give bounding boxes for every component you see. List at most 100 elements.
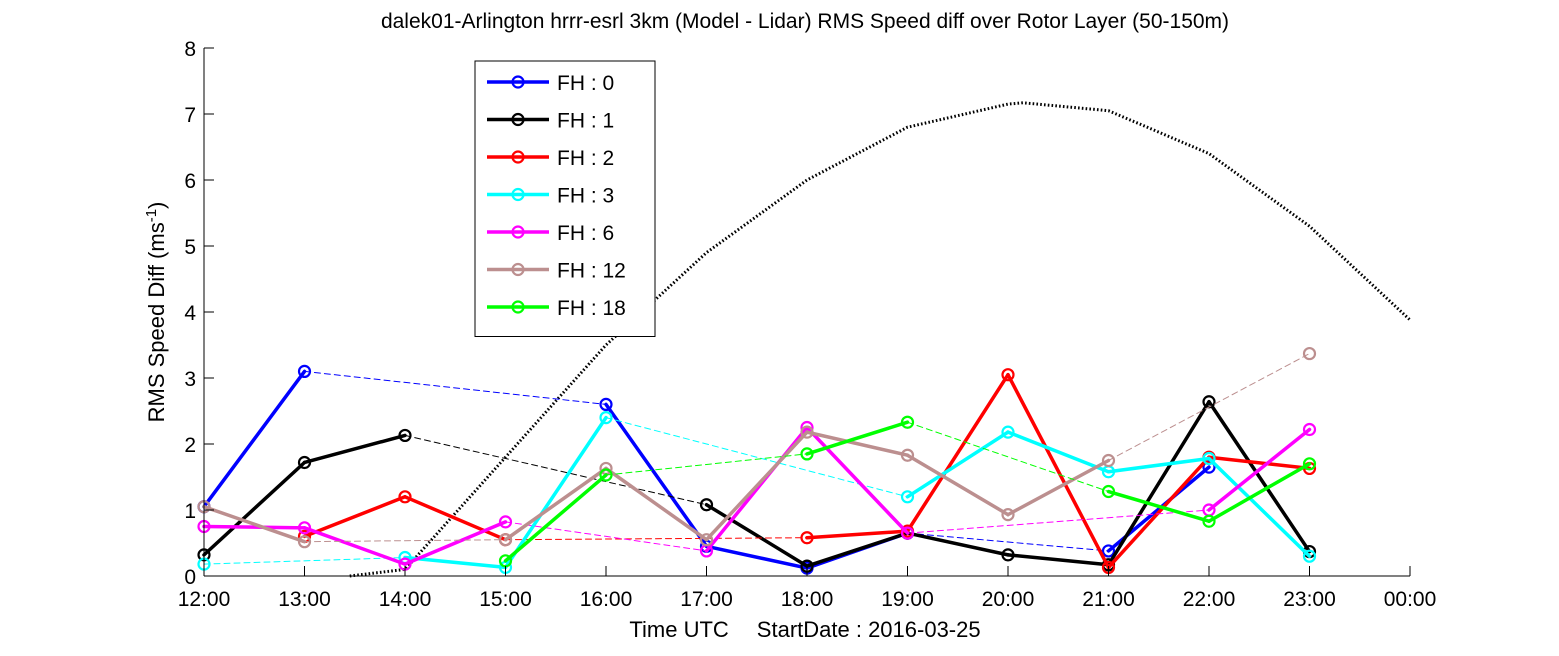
- data-point: [699, 533, 714, 547]
- series-fh-18: [498, 415, 1317, 568]
- series-fh-12: [197, 346, 1317, 549]
- series-segment: [202, 460, 307, 557]
- x-tick-label: 19:00: [881, 588, 934, 611]
- series-gap-connector: [304, 539, 506, 543]
- legend-label: FH : 12: [557, 260, 626, 283]
- data-point: [498, 533, 513, 547]
- series-segment: [202, 524, 307, 530]
- series-gap-connector: [605, 453, 808, 476]
- y-tick-label: 2: [184, 434, 196, 457]
- data-point: [1202, 514, 1216, 528]
- data-point: [1302, 422, 1317, 437]
- series-segment: [805, 420, 910, 456]
- series-segment: [905, 453, 1010, 517]
- legend-label: FH : 3: [557, 185, 614, 208]
- x-tick-label: 21:00: [1082, 588, 1135, 611]
- legend-item: FH : 6: [487, 222, 614, 245]
- data-point: [297, 364, 312, 378]
- series-segment: [1106, 455, 1211, 570]
- data-point: [297, 521, 312, 535]
- series-gap-connector: [404, 434, 707, 506]
- y-tick-label: 6: [184, 170, 196, 193]
- series-segment: [1006, 372, 1111, 570]
- chart-title: dalek01-Arlington hrrr-esrl 3km (Model -…: [381, 10, 1229, 33]
- legend: FH : 0 FH : 1 FH : 2 FH : 3 FH : 6 FH : 12 FH …: [474, 60, 656, 337]
- legend-label: FH : 0: [557, 72, 614, 95]
- series-segment: [302, 526, 407, 566]
- data-point: [900, 490, 915, 504]
- legend-swatch-marker: [511, 75, 525, 89]
- legend-swatch-marker: [511, 262, 525, 277]
- series-segment: [704, 430, 809, 542]
- legend-swatch-marker: [511, 300, 525, 314]
- x-tick-label: 16:00: [580, 588, 633, 611]
- legend-label: FH : 6: [557, 222, 614, 245]
- series-segment: [1006, 553, 1111, 567]
- series-fh-0: [197, 364, 1216, 575]
- data-point: [1202, 451, 1216, 466]
- series-fh-1: [197, 395, 1317, 573]
- series-gap-connector: [907, 509, 1210, 534]
- series-gap-connector: [203, 557, 406, 565]
- y-axis-label-sup: -1: [143, 209, 160, 222]
- data-point: [498, 515, 513, 529]
- series-segment: [403, 555, 508, 570]
- series-segment: [202, 369, 307, 509]
- data-point: [297, 455, 312, 470]
- series-segment: [1006, 430, 1111, 474]
- data-point: [398, 428, 412, 443]
- data-point: [1101, 544, 1116, 558]
- series-segment: [805, 425, 910, 535]
- data-point: [1101, 453, 1116, 468]
- data-point: [800, 531, 814, 545]
- data-point: [599, 468, 613, 482]
- data-point: [800, 447, 814, 461]
- y-tick-label: 5: [184, 236, 196, 259]
- series-segment: [805, 529, 910, 540]
- series-segment: [604, 466, 709, 542]
- series-segment: [805, 531, 910, 568]
- series-segment: [1207, 462, 1312, 523]
- series-fh-6: [197, 420, 1317, 571]
- y-tick-label: 8: [184, 38, 196, 61]
- y-tick-label: 1: [184, 500, 196, 523]
- legend-item: FH : 2: [487, 147, 614, 170]
- series-segment: [503, 415, 608, 570]
- x-axis-label: Time UTC StartDate : 2016-03-25: [629, 617, 980, 642]
- x-tick-label: 14:00: [379, 588, 432, 611]
- x-tick-label: 20:00: [982, 588, 1035, 611]
- series-segment: [503, 473, 608, 563]
- data-point: [900, 526, 915, 540]
- series-segment: [1207, 456, 1312, 558]
- data-point: [1302, 549, 1317, 563]
- series-gap-connector: [304, 370, 607, 405]
- data-point: [900, 415, 915, 429]
- series-segment: [503, 466, 608, 542]
- legend-item: FH : 12: [487, 260, 626, 283]
- axes: 0 1 2 3 4 5 6 7 8 12:00 13:00 14:00 15:00 16:00 17:00 1…: [178, 38, 1437, 611]
- x-tick-label: 18:00: [781, 588, 834, 611]
- y-tick-label: 7: [184, 104, 196, 127]
- series-segment: [1207, 400, 1312, 554]
- x-axis-label-startdate: StartDate : 2016-03-25: [757, 617, 981, 642]
- data-point: [800, 425, 814, 439]
- series-segment: [302, 495, 407, 539]
- legend-label: FH : 2: [557, 147, 614, 170]
- series-segment: [302, 433, 407, 465]
- x-tick-label: 17:00: [680, 588, 733, 611]
- series-gap-connector: [907, 532, 1109, 552]
- series-segment: [604, 402, 709, 549]
- legend-box: [474, 60, 656, 337]
- x-tick-label: 00:00: [1384, 588, 1437, 611]
- data-point: [1302, 346, 1317, 361]
- series-segment: [202, 504, 307, 544]
- legend-label: FH : 1: [557, 110, 614, 133]
- series-segment: [805, 430, 910, 457]
- x-axis-label-main: Time UTC: [629, 617, 729, 642]
- y-tick-label: 0: [184, 566, 196, 589]
- series-segment: [1106, 489, 1211, 523]
- legend-item: FH : 1: [487, 110, 614, 133]
- legend-swatch-marker: [511, 150, 525, 164]
- data-point: [1202, 460, 1216, 474]
